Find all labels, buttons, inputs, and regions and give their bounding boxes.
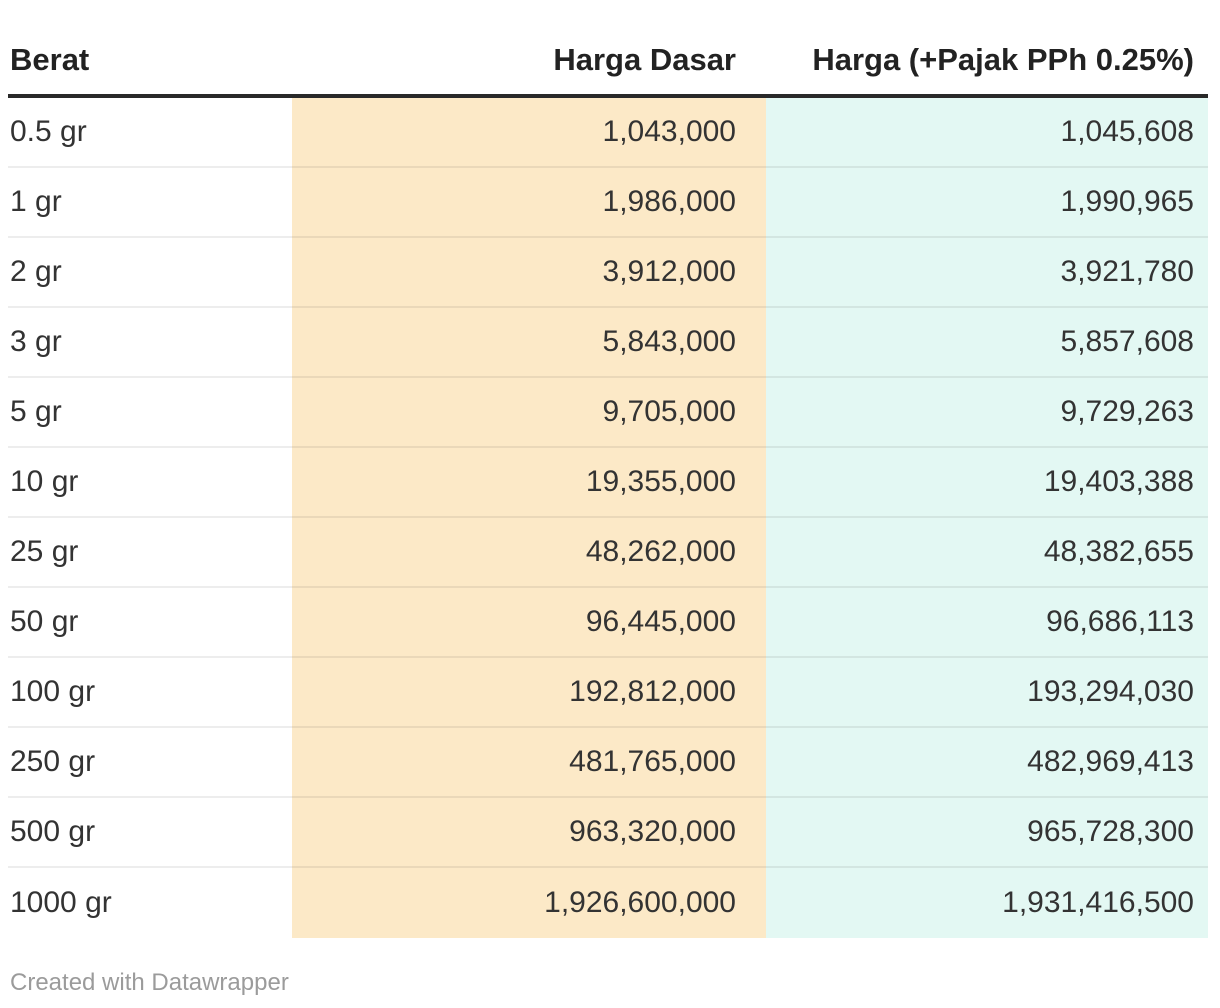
cell-harga-dasar: 19,355,000 <box>292 448 766 518</box>
cell-berat: 25 gr <box>8 518 292 588</box>
table-row: 50 gr 96,445,000 96,686,113 <box>8 588 1208 658</box>
cell-harga-dasar: 963,320,000 <box>292 798 766 868</box>
cell-harga-pajak: 19,403,388 <box>766 448 1208 518</box>
cell-berat: 0.5 gr <box>8 98 292 168</box>
cell-harga-dasar: 1,926,600,000 <box>292 868 766 938</box>
cell-berat: 5 gr <box>8 378 292 448</box>
cell-berat: 50 gr <box>8 588 292 658</box>
cell-harga-dasar: 481,765,000 <box>292 728 766 798</box>
table-row: 1000 gr 1,926,600,000 1,931,416,500 <box>8 868 1208 938</box>
table-row: 500 gr 963,320,000 965,728,300 <box>8 798 1208 868</box>
column-header-harga-pajak: Harga (+Pajak PPh 0.25%) <box>812 42 1194 77</box>
cell-harga-dasar: 48,262,000 <box>292 518 766 588</box>
cell-berat: 1 gr <box>8 168 292 238</box>
cell-berat: 10 gr <box>8 448 292 518</box>
column-header-berat: Berat <box>10 42 90 77</box>
cell-berat: 250 gr <box>8 728 292 798</box>
cell-berat: 100 gr <box>8 658 292 728</box>
cell-harga-pajak: 482,969,413 <box>766 728 1208 798</box>
table-row: 2 gr 3,912,000 3,921,780 <box>8 238 1208 308</box>
cell-harga-pajak: 96,686,113 <box>766 588 1208 658</box>
table-row: 250 gr 481,765,000 482,969,413 <box>8 728 1208 798</box>
price-table: Berat Harga Dasar Harga (+Pajak PPh 0.25… <box>8 0 1208 938</box>
cell-harga-dasar: 96,445,000 <box>292 588 766 658</box>
table-row: 5 gr 9,705,000 9,729,263 <box>8 378 1208 448</box>
datawrapper-link[interactable]: Datawrapper <box>151 969 289 996</box>
cell-harga-pajak: 965,728,300 <box>766 798 1208 868</box>
cell-berat: 1000 gr <box>10 886 112 919</box>
attribution-prefix: Created with <box>10 969 152 996</box>
cell-harga-dasar: 3,912,000 <box>292 238 766 308</box>
table-row: 10 gr 19,355,000 19,403,388 <box>8 448 1208 518</box>
cell-harga-pajak: 1,990,965 <box>766 168 1208 238</box>
attribution: Created with Datawrapper <box>10 968 1220 998</box>
cell-harga-dasar: 9,705,000 <box>292 378 766 448</box>
table-row: 0.5 gr 1,043,000 1,045,608 <box>8 98 1208 168</box>
cell-harga-pajak: 1,931,416,500 <box>766 868 1208 938</box>
table-header-row: Berat Harga Dasar Harga (+Pajak PPh 0.25… <box>8 0 1208 98</box>
cell-harga-pajak: 5,857,608 <box>766 308 1208 378</box>
cell-harga-pajak: 1,045,608 <box>766 98 1208 168</box>
table-row: 100 gr 192,812,000 193,294,030 <box>8 658 1208 728</box>
cell-berat: 500 gr <box>8 798 292 868</box>
table-row: 25 gr 48,262,000 48,382,655 <box>8 518 1208 588</box>
table-row: 3 gr 5,843,000 5,857,608 <box>8 308 1208 378</box>
column-header-harga-dasar: Harga Dasar <box>553 42 736 77</box>
cell-harga-pajak: 48,382,655 <box>766 518 1208 588</box>
cell-harga-dasar: 192,812,000 <box>292 658 766 728</box>
cell-harga-pajak: 9,729,263 <box>766 378 1208 448</box>
cell-harga-pajak: 193,294,030 <box>766 658 1208 728</box>
cell-harga-dasar: 5,843,000 <box>292 308 766 378</box>
cell-berat: 2 gr <box>8 238 292 308</box>
cell-berat: 3 gr <box>8 308 292 378</box>
cell-harga-pajak: 3,921,780 <box>766 238 1208 308</box>
table-row: 1 gr 1,986,000 1,990,965 <box>8 168 1208 238</box>
cell-harga-dasar: 1,043,000 <box>292 98 766 168</box>
cell-harga-dasar: 1,986,000 <box>292 168 766 238</box>
